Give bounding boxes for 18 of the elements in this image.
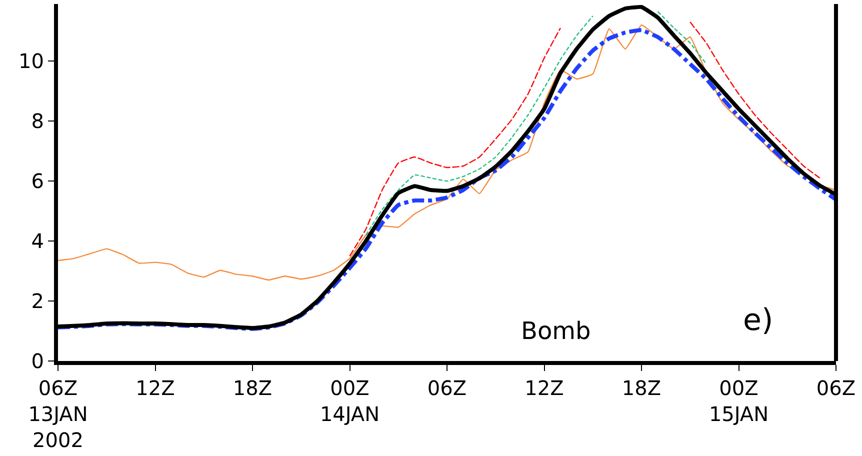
y-tick-label: 8: [31, 109, 44, 133]
line-series: [58, 24, 836, 281]
y-tick-label: 0: [31, 349, 44, 373]
x-tick-label: 12Z: [136, 376, 175, 400]
x-tick-label: 06Z: [427, 376, 467, 400]
y-tick-label: 6: [31, 169, 44, 193]
y-tick-label: 4: [31, 229, 44, 253]
x-tick-label: 06Z: [816, 376, 856, 400]
annotation: e): [743, 303, 774, 338]
x-tick-label: 06Z 13JAN 2002: [28, 376, 88, 452]
annotation: Bomb: [521, 317, 591, 345]
x-tick-label: 18Z: [232, 376, 272, 400]
x-tick-label: 00Z 14JAN: [320, 376, 380, 426]
x-tick-label: 12Z: [524, 376, 564, 400]
y-tick-label: 10: [18, 49, 44, 73]
x-tick-label: 18Z: [622, 376, 662, 400]
x-tick-label: 00Z 15JAN: [708, 376, 769, 426]
y-tick-label: 2: [31, 289, 44, 313]
